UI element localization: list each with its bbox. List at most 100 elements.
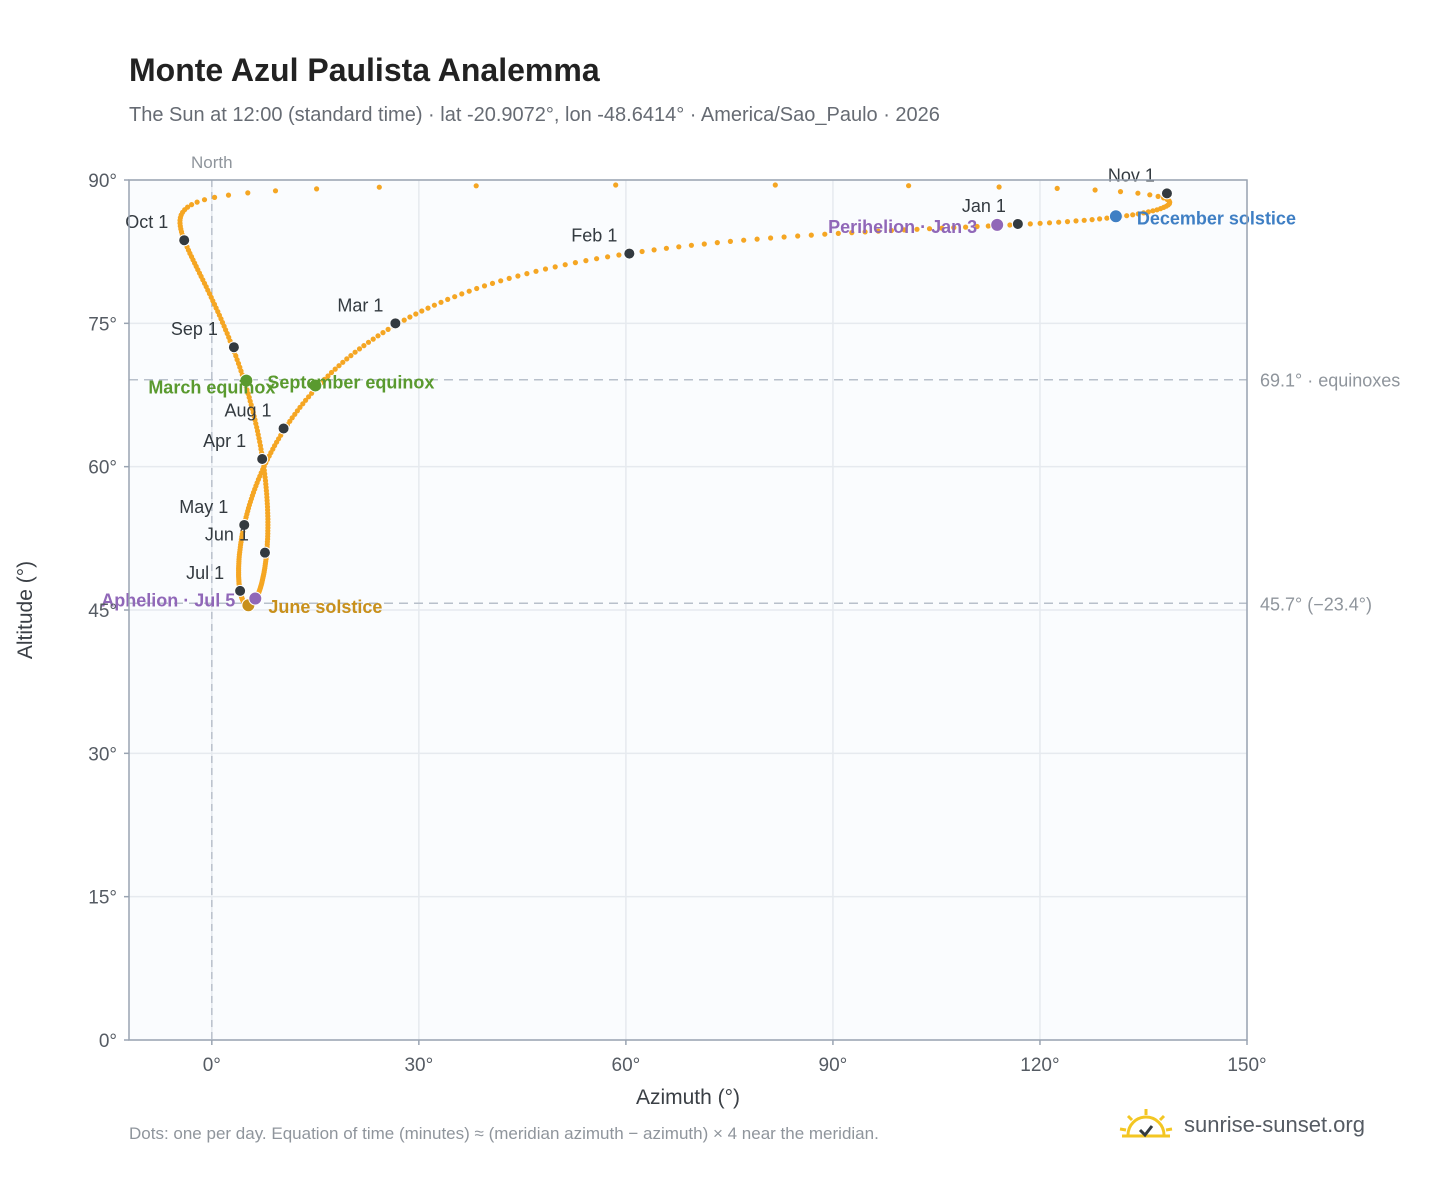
day-dot	[795, 233, 801, 239]
day-dot	[572, 260, 579, 266]
chart-title: Monte Azul Paulista Analemma	[129, 52, 600, 88]
day-dot	[1155, 193, 1161, 199]
day-dot	[651, 247, 657, 253]
day-dot	[1117, 189, 1124, 195]
month-label: Nov 1	[1108, 165, 1155, 185]
day-dot	[325, 373, 331, 379]
month-label: Jan 1	[962, 196, 1006, 216]
y-tick-label: 90°	[88, 171, 117, 192]
event-marker	[308, 378, 323, 393]
day-dot	[425, 305, 431, 311]
day-dot	[401, 317, 407, 323]
day-dot	[875, 228, 881, 234]
day-dot	[1147, 192, 1153, 198]
day-dot	[201, 197, 208, 203]
day-dot	[189, 202, 195, 208]
month-label: Aug 1	[225, 400, 272, 420]
day-dot	[212, 194, 218, 200]
month-marker	[389, 317, 402, 330]
x-tick-label: 150°	[1227, 1055, 1266, 1076]
day-dot	[1135, 211, 1141, 217]
y-axis-label: Altitude (°)	[14, 561, 37, 659]
day-dot	[1154, 207, 1160, 213]
x-tick-label: 120°	[1020, 1055, 1059, 1076]
x-tick-label: 0°	[203, 1055, 221, 1076]
month-marker	[234, 584, 247, 597]
day-dot	[542, 266, 549, 272]
event-marker	[239, 373, 254, 388]
day-dot	[524, 271, 530, 277]
day-dot	[533, 268, 539, 274]
month-marker	[256, 453, 269, 466]
x-tick-label: 60°	[612, 1055, 641, 1076]
day-dot	[985, 223, 991, 229]
day-dot	[407, 314, 413, 320]
day-dot	[1092, 187, 1098, 193]
y-tick-label: 75°	[88, 314, 117, 335]
day-dot	[676, 244, 682, 250]
month-marker	[258, 546, 271, 559]
day-dot	[474, 285, 480, 292]
month-label: Sep 1	[171, 319, 218, 339]
day-dot	[613, 182, 619, 188]
month-marker	[277, 422, 290, 435]
day-dot	[1081, 217, 1087, 223]
day-dot	[974, 223, 980, 230]
day-dot	[1135, 190, 1141, 196]
day-dot	[772, 182, 778, 188]
day-dot	[194, 199, 200, 205]
day-dot	[727, 238, 734, 244]
event-marker	[248, 591, 263, 606]
month-label: Jun 1	[205, 525, 249, 545]
north-label: North	[191, 153, 233, 172]
month-marker	[238, 518, 251, 531]
reference-line-label: 69.1° · equinoxes	[1260, 371, 1400, 391]
month-label: Mar 1	[337, 295, 383, 315]
month-marker	[227, 341, 240, 354]
event-label: March equinox	[148, 378, 275, 398]
day-dot	[459, 291, 465, 297]
day-dot	[714, 240, 720, 246]
brand: sunrise-sunset.org	[1118, 1100, 1365, 1150]
day-dot	[385, 326, 391, 332]
day-dot	[862, 229, 868, 235]
brand-name: sunrise-sunset.org	[1184, 1112, 1365, 1137]
day-dot	[822, 231, 828, 237]
month-label: May 1	[179, 497, 228, 517]
day-dot	[225, 192, 232, 198]
day-dot	[245, 190, 251, 196]
y-tick-label: 45°	[88, 601, 117, 622]
day-dot	[1046, 220, 1053, 226]
day-dot	[332, 366, 338, 372]
event-label: September equinox	[267, 372, 434, 392]
day-dot	[939, 225, 945, 231]
day-dot	[272, 188, 279, 194]
day-dot	[808, 232, 814, 238]
event-label: June solstice	[268, 597, 382, 617]
day-dot	[481, 283, 488, 289]
chart-subtitle: The Sun at 12:00 (standard time) · lat -…	[129, 104, 940, 126]
day-dot	[701, 241, 707, 247]
day-dot	[431, 302, 437, 308]
day-dot	[336, 363, 342, 369]
month-marker	[1011, 217, 1024, 230]
day-dot	[888, 227, 895, 234]
y-tick-label: 15°	[88, 888, 117, 909]
day-dot	[438, 299, 444, 305]
day-dot	[365, 339, 372, 345]
day-dot	[303, 397, 309, 403]
month-label: Jul 1	[186, 563, 224, 583]
day-dot	[663, 245, 670, 251]
day-dot	[300, 401, 306, 407]
day-dot	[185, 204, 191, 210]
day-dot	[344, 356, 350, 362]
sun-logo-icon	[1119, 1109, 1173, 1138]
month-markers: Jan 1 Feb 1 Mar 1 Apr 1 May 1 Jun 1 Jul 1 Aug 1…	[125, 165, 1173, 597]
event-label: December solstice	[1137, 208, 1296, 228]
day-dot	[348, 353, 354, 359]
event-label: Perihelion · Jan 3	[828, 217, 977, 237]
day-dot	[639, 248, 645, 255]
day-dot	[914, 226, 920, 232]
day-dot	[849, 230, 855, 236]
day-dot	[768, 235, 774, 241]
